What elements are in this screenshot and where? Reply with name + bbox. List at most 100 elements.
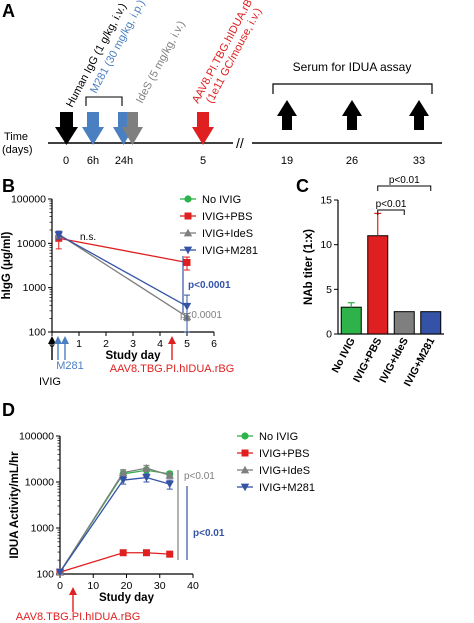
panel-d-letter: D bbox=[2, 400, 15, 420]
chart-d-series-ivig-ides-line bbox=[59, 467, 170, 573]
annotation-ns: n.s. bbox=[80, 232, 96, 243]
chart-b-series-ivig-m281-line bbox=[58, 234, 188, 307]
chart-d-legend-marker bbox=[240, 483, 250, 492]
chart-c-ytick-label: 10 bbox=[320, 239, 332, 251]
chart-d-legend-label: IVIG+IdeS bbox=[259, 465, 310, 477]
chart-d-series-ivig-m281-point bbox=[118, 476, 128, 485]
chart-b-legend-marker bbox=[184, 212, 192, 220]
chart-b-ytick-label: 100000 bbox=[11, 194, 46, 206]
chart-d-legend-marker bbox=[241, 432, 249, 440]
tick-5: 5 bbox=[200, 155, 206, 167]
chart-b-series-ivig-pbs-point bbox=[183, 258, 191, 266]
chart-idua-activity: 100 1000 10000 100000 0 10 20 30 40 Study day IDUA… bbox=[9, 431, 315, 605]
chart-c-ytick-label: 5 bbox=[326, 284, 332, 296]
chart-d-series-ivig-pbs-point bbox=[119, 549, 127, 557]
p-value-m281: p<0.0001 bbox=[188, 280, 231, 291]
chart-b-series-ivig-m281-point bbox=[182, 302, 192, 311]
arrow-serum-26-icon bbox=[342, 100, 362, 130]
chart-c-bar-ivig-pbs bbox=[367, 235, 389, 335]
chart-c-sig-label: p<0.01 bbox=[389, 175, 420, 186]
label-ides-dose: IdeS (5 mg/kg, i.v.) bbox=[134, 19, 188, 105]
dose-arrowhead-m281-b-icon bbox=[61, 336, 69, 344]
arrow-serum-19-icon bbox=[277, 100, 297, 130]
dose-label-aav-d: AAV8.TBG.PI.hIDUA.rBG bbox=[16, 611, 141, 623]
panel-b: B 1001000100001000000123456Study dayhIgG… bbox=[1, 176, 258, 388]
chart-c-bar-no-ivig bbox=[340, 306, 362, 335]
chart-d-legend-label: IVIG+M281 bbox=[259, 482, 315, 494]
chart-c-ytick-label: 0 bbox=[326, 329, 332, 341]
panel-a-letter: A bbox=[2, 1, 15, 21]
dose-label-ivig: IVIG bbox=[39, 376, 61, 388]
chart-b-legend-marker bbox=[184, 195, 192, 203]
chart-d-series-ivig-m281-line bbox=[59, 476, 170, 573]
chart-d-series-ivig-pbs-point bbox=[142, 549, 150, 557]
chart-c-bar-ivig-ides bbox=[393, 311, 415, 335]
panel-b-letter: B bbox=[2, 176, 15, 196]
tick-19: 19 bbox=[281, 155, 293, 167]
tick-33: 33 bbox=[413, 155, 425, 167]
dose-arrowhead-aav-b-icon bbox=[168, 336, 176, 344]
m281-bracket bbox=[85, 96, 123, 106]
days-label: (days) bbox=[2, 144, 33, 156]
tick-6h: 6h bbox=[87, 155, 99, 167]
chart-d-ytick-label: 100 bbox=[36, 569, 54, 581]
chart-b-xtick-label: 2 bbox=[103, 338, 109, 350]
chart-b-legend-label: IVIG+IdeS bbox=[202, 228, 253, 240]
tick-0: 0 bbox=[63, 155, 69, 167]
dose-arrowhead-ivig-icon bbox=[48, 336, 56, 344]
chart-c-sig-label: p<0.01 bbox=[376, 199, 407, 210]
panel-c-letter: C bbox=[296, 176, 309, 196]
chart-d-xlabel: Study day bbox=[99, 592, 155, 604]
tick-24h: 24h bbox=[115, 155, 133, 167]
chart-d-xtick-label: 10 bbox=[87, 580, 99, 592]
p-value-ides: p<0.0001 bbox=[180, 310, 222, 321]
chart-d-ytick-label: 10000 bbox=[25, 477, 54, 489]
serum-label: Serum for IDUA assay bbox=[293, 60, 412, 74]
chart-b-legend-label: No IVIG bbox=[202, 194, 241, 206]
dose-label-m281: M281 bbox=[56, 360, 84, 372]
chart-b-ytick-label: 100 bbox=[28, 327, 46, 339]
dose-label-aav-b: AAV8.TBG.PI.hIDUA.rBG bbox=[110, 363, 235, 375]
chart-b-xtick-label: 3 bbox=[130, 338, 136, 350]
chart-d-series-ivig-pbs-line bbox=[59, 552, 170, 573]
p-value-ides-d: p<0.01 bbox=[184, 471, 215, 482]
chart-d-series-ivig-m281-point bbox=[142, 474, 151, 482]
chart-d-legend-marker bbox=[241, 449, 249, 457]
chart-b-xtick-label: 4 bbox=[157, 338, 163, 350]
arrow-serum-33-icon bbox=[409, 100, 429, 130]
chart-d-ytick-label: 100000 bbox=[19, 431, 54, 443]
chart-d-xtick-label: 20 bbox=[121, 580, 133, 592]
chart-b-xtick-label: 6 bbox=[211, 338, 217, 350]
chart-d-series-ivig-pbs-point bbox=[166, 550, 174, 558]
time-label: Time bbox=[4, 131, 28, 143]
chart-d-series-ivig-ides-point bbox=[142, 463, 151, 472]
chart-b-series-ivig-ides-line bbox=[58, 233, 188, 318]
chart-d-series-ivig-m281-point bbox=[55, 568, 65, 577]
chart-b-ytick-label: 10000 bbox=[17, 238, 46, 250]
chart-d-xtick-label: 30 bbox=[154, 580, 166, 592]
chart-b-legend-label: IVIG+PBS bbox=[202, 211, 252, 223]
chart-c-sig-bracket bbox=[377, 209, 405, 215]
axis-break: // bbox=[236, 135, 244, 151]
chart-d-series-ivig-ides-point bbox=[118, 468, 128, 476]
chart-b-ylabel: hIgG (μg/ml) bbox=[1, 231, 13, 299]
panel-a: A Time (days) // 0 6h 24h 5 19 26 33 Ser… bbox=[2, 0, 442, 167]
chart-c-bar-ivig-m281 bbox=[420, 311, 442, 335]
arrow-m281-6h-icon bbox=[82, 112, 104, 145]
chart-b-series-ivig-pbs-line bbox=[58, 237, 188, 264]
panel-d: D 100 1000 10000 100000 0 10 20 30 40 Study day ID… bbox=[2, 400, 315, 623]
chart-d-series-ivig-ides-point bbox=[165, 471, 174, 479]
chart-d-legend-marker bbox=[240, 465, 250, 474]
dose-arrowhead-m281-a-icon bbox=[54, 336, 62, 344]
chart-b-legend-marker bbox=[183, 246, 193, 255]
chart-b-ytick-label: 1000 bbox=[23, 282, 47, 294]
chart-d-ylabel: IDUA Activity/mL/hr bbox=[9, 451, 21, 559]
chart-d-xtick-label: 0 bbox=[57, 580, 63, 592]
chart-d-series-ivig-m281-point bbox=[165, 480, 174, 489]
chart-b-xlabel: Study day bbox=[106, 350, 162, 362]
chart-c-ytick-label: 15 bbox=[320, 195, 332, 207]
chart-d-ytick-label: 1000 bbox=[31, 523, 55, 535]
arrow-ides-icon bbox=[122, 112, 143, 145]
